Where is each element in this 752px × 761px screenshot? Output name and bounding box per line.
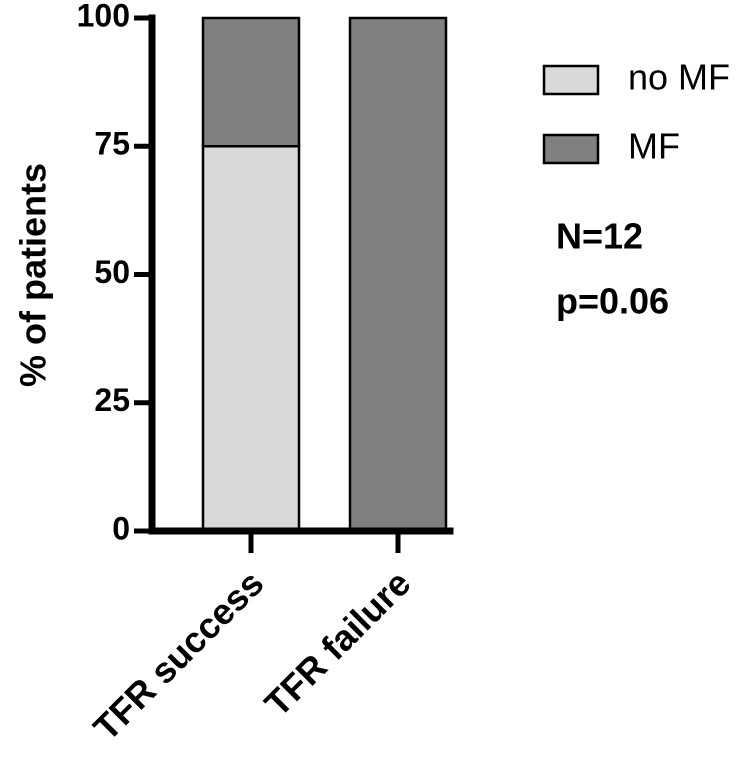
y-tick-label-100: 100 [77, 0, 130, 33]
annotation-sample-size: N=12 [556, 216, 643, 257]
y-axis-label: % of patients [13, 163, 54, 387]
y-tick-label-75: 75 [94, 126, 130, 162]
y-tick-label-0: 0 [112, 510, 130, 546]
legend-swatch-no-mf [542, 64, 600, 96]
x-category-label-tfr-success: TFR success [85, 562, 271, 748]
legend-swatch-mf [542, 133, 600, 165]
bars-layer [201, 16, 448, 533]
x-category-label-tfr-failure: TFR failure [256, 562, 418, 724]
legend-label-no-mf: no MF [628, 57, 730, 98]
y-tick-label-50: 50 [94, 254, 130, 290]
bar-tfr-success-no-mf [201, 145, 301, 533]
legend: no MF MF [542, 57, 730, 167]
bar-tfr-success-mf [201, 16, 301, 148]
annotation-p-value: p=0.06 [556, 281, 669, 322]
bar-tfr-failure-mf [348, 16, 448, 533]
y-tick-label-25: 25 [94, 382, 130, 418]
annotations: N=12 p=0.06 [556, 216, 669, 322]
legend-label-mf: MF [628, 126, 680, 167]
